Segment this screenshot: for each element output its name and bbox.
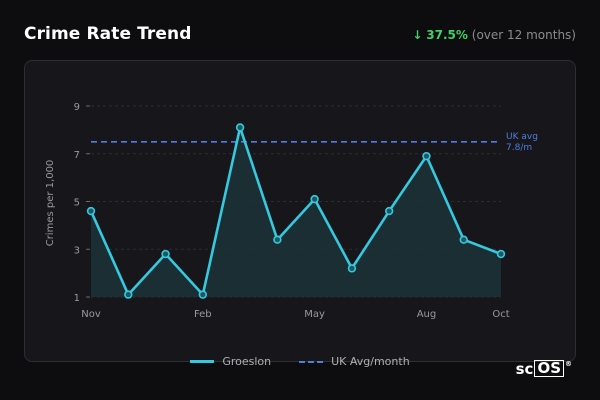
data-point: [384, 206, 394, 216]
data-point: [422, 151, 431, 161]
data-point: [347, 264, 357, 273]
legend-series-label: Groeslon: [222, 355, 272, 368]
change-indicator: ↓ 37.5% (over 12 months): [412, 28, 576, 42]
data-point: [459, 235, 468, 244]
legend-reference-label: UK Avg/month: [331, 355, 410, 368]
change-period-note: (over 12 months): [471, 28, 576, 42]
data-point: [198, 290, 208, 299]
y-axis-label: Crimes per 1,000: [45, 160, 56, 247]
down-arrow-icon: ↓: [412, 28, 423, 42]
x-tick-label: May: [304, 309, 325, 320]
scos-logo: sc OS ®: [516, 360, 572, 378]
x-tick-label: Feb: [194, 309, 212, 320]
data-point: [235, 123, 245, 132]
legend-item-reference[interactable]: UK Avg/month: [299, 355, 410, 368]
y-tick-label: 7: [74, 150, 80, 161]
data-point: [273, 235, 282, 244]
y-tick-label: 9: [74, 102, 80, 113]
x-tick-label: Oct: [492, 309, 509, 320]
data-point: [161, 249, 170, 259]
chart-legend: Groeslon UK Avg/month: [0, 355, 600, 368]
y-tick-label: 5: [74, 198, 80, 209]
logo-text-os: OS: [534, 360, 564, 377]
data-point: [496, 249, 506, 259]
x-tick-label: Nov: [81, 309, 101, 320]
x-tick-label: Aug: [417, 309, 437, 320]
chart-panel: [24, 60, 576, 362]
logo-registered-mark: ®: [565, 360, 572, 368]
data-point: [124, 290, 133, 299]
y-tick-label: 3: [74, 245, 80, 256]
legend-swatch-solid: [190, 360, 215, 363]
series-area-fill: [91, 127, 501, 297]
uk-average-value-label: 7.8/m: [506, 143, 532, 153]
change-percentage: 37.5%: [426, 28, 468, 42]
legend-swatch-dashed: [299, 360, 324, 363]
legend-item-series[interactable]: Groeslon: [190, 355, 271, 368]
logo-text-sc: sc: [515, 360, 534, 378]
data-point: [86, 206, 96, 216]
y-tick-label: 1: [74, 293, 80, 304]
uk-average-label: UK avg: [506, 132, 538, 142]
data-point: [310, 194, 319, 204]
series-line-groeslon: [89, 126, 502, 296]
chart-title: Crime Rate Trend: [24, 24, 192, 44]
